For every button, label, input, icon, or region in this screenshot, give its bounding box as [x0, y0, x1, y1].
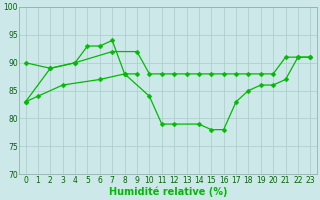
X-axis label: Humidité relative (%): Humidité relative (%) — [109, 186, 227, 197]
